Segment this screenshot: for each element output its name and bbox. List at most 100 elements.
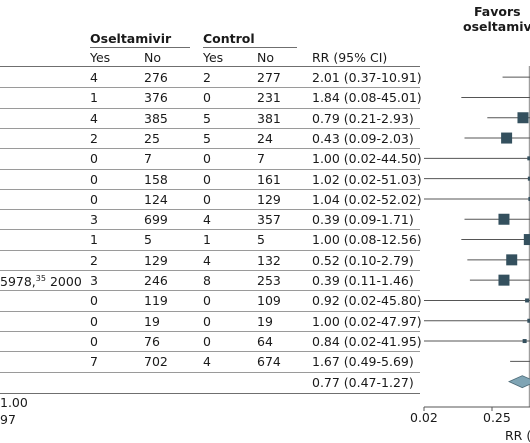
col-header-control-yes: Yes	[203, 50, 224, 65]
cell-rr-ci: 0.79 (0.21-2.93)	[312, 110, 414, 126]
header-rule	[0, 66, 420, 67]
cell-oseltamivir-no: 7	[144, 151, 152, 167]
point-marker	[498, 213, 510, 225]
point-marker	[528, 196, 530, 201]
cell-control-no: 129	[257, 191, 281, 207]
cell-oseltamivir-yes: 2	[90, 252, 98, 268]
cell-oseltamivir-yes: 2	[90, 130, 98, 146]
cell-rr-ci: 0.92 (0.02-45.80)	[312, 293, 422, 309]
cell-oseltamivir-no: 702	[144, 354, 168, 370]
cell-control-yes: 5	[203, 130, 211, 146]
cell-rr-ci: 1.00 (0.08-12.56)	[312, 232, 422, 248]
cell-oseltamivir-yes: 3	[90, 212, 98, 228]
point-marker	[517, 112, 529, 124]
cell-control-no: 7	[257, 151, 265, 167]
point-marker	[527, 176, 530, 181]
cell-control-yes: 0	[203, 313, 211, 329]
cell-oseltamivir-no: 25	[144, 130, 160, 146]
cell-control-yes: 0	[203, 171, 211, 187]
footer-fragment-1: 1.00	[0, 395, 28, 410]
row-divider	[0, 371, 420, 373]
cell-rr-ci: 1.67 (0.49-5.69)	[312, 354, 414, 370]
x-axis-label: RR (9	[505, 428, 530, 443]
group-underline-control	[203, 47, 297, 48]
cell-oseltamivir-yes: 1	[90, 90, 98, 106]
group-underline-oseltamivir	[90, 47, 190, 48]
cell-control-yes: 0	[203, 151, 211, 167]
col-header-control-no: No	[257, 50, 274, 65]
cell-rr-ci: 0.52 (0.10-2.79)	[312, 252, 414, 268]
x-tick-label-0: 0.02	[410, 410, 438, 425]
row-divider	[0, 188, 420, 190]
cell-oseltamivir-yes: 1	[90, 232, 98, 248]
cell-rr-ci: 0.43 (0.09-2.03)	[312, 130, 414, 146]
cell-oseltamivir-yes: 0	[90, 313, 98, 329]
row-divider	[0, 270, 420, 271]
pooled-diamond	[508, 375, 530, 389]
col-header-rr: RR (95% CI)	[312, 50, 388, 65]
col-header-oseltamivir-no: No	[144, 50, 161, 65]
row-divider	[0, 330, 420, 332]
cell-rr-ci: 1.02 (0.02-51.03)	[312, 171, 422, 187]
cell-control-no: 277	[257, 70, 281, 85]
point-marker	[501, 132, 513, 144]
favors-label-line2: oseltamivir	[463, 19, 530, 34]
row-divider	[0, 107, 420, 109]
row-divider	[0, 229, 420, 231]
cell-control-no: 5	[257, 232, 265, 248]
point-marker	[527, 318, 530, 323]
row-divider	[0, 290, 420, 292]
cell-oseltamivir-yes: 0	[90, 171, 98, 187]
cell-oseltamivir-no: 119	[144, 293, 168, 309]
point-marker	[527, 156, 530, 161]
row-divider	[0, 351, 420, 353]
favors-label-line1: Favors	[474, 4, 521, 19]
x-tick-label-1: 0.25	[483, 410, 511, 425]
cell-oseltamivir-no: 129	[144, 252, 168, 268]
row-divider	[0, 87, 420, 89]
point-marker	[523, 234, 530, 246]
group-header-control: Control	[203, 31, 255, 46]
cell-control-no: 357	[257, 212, 281, 228]
cell-oseltamivir-no: 19	[144, 313, 160, 329]
cell-control-yes: 0	[203, 333, 211, 349]
cell-oseltamivir-yes: 0	[90, 333, 98, 349]
cell-rr-ci: 0.84 (0.02-41.95)	[312, 333, 422, 349]
cell-oseltamivir-yes: 4	[90, 110, 98, 126]
cell-control-no: 161	[257, 171, 281, 187]
cell-control-yes: 5	[203, 110, 211, 126]
row11-study-fragment: 5978,35 2000	[0, 274, 82, 290]
cell-control-yes: 0	[203, 191, 211, 207]
footer-rule	[0, 392, 420, 394]
row-divider	[0, 168, 420, 170]
cell-rr-ci: 1.84 (0.08-45.01)	[312, 90, 422, 106]
cell-oseltamivir-yes: 7	[90, 354, 98, 370]
cell-control-yes: 8	[203, 273, 211, 288]
cell-rr-ci: 0.39 (0.11-1.46)	[312, 273, 414, 288]
cell-oseltamivir-yes: 0	[90, 191, 98, 207]
cell-oseltamivir-no: 699	[144, 212, 168, 228]
pooled-rr-ci: 0.77 (0.47-1.27)	[312, 374, 414, 390]
cell-rr-ci: 1.00 (0.02-44.50)	[312, 151, 422, 167]
footer-fragment-2: 97	[0, 412, 16, 427]
cell-oseltamivir-yes: 4	[90, 70, 98, 85]
cell-rr-ci: 0.39 (0.09-1.71)	[312, 212, 414, 228]
row-divider	[0, 310, 420, 312]
cell-oseltamivir-no: 158	[144, 171, 168, 187]
cell-control-no: 24	[257, 130, 273, 146]
point-marker	[522, 339, 527, 344]
cell-control-no: 64	[257, 333, 273, 349]
cell-control-yes: 4	[203, 212, 211, 228]
cell-oseltamivir-no: 246	[144, 273, 168, 288]
cell-control-no: 231	[257, 90, 281, 106]
group-header-oseltamivir: Oseltamivir	[90, 31, 172, 46]
cell-control-yes: 4	[203, 354, 211, 370]
cell-control-no: 132	[257, 252, 281, 268]
row-divider	[0, 127, 420, 129]
row-divider	[0, 249, 420, 251]
cell-oseltamivir-no: 5	[144, 232, 152, 248]
cell-control-yes: 1	[203, 232, 211, 248]
col-header-oseltamivir-yes: Yes	[90, 50, 111, 65]
point-marker	[525, 298, 530, 303]
